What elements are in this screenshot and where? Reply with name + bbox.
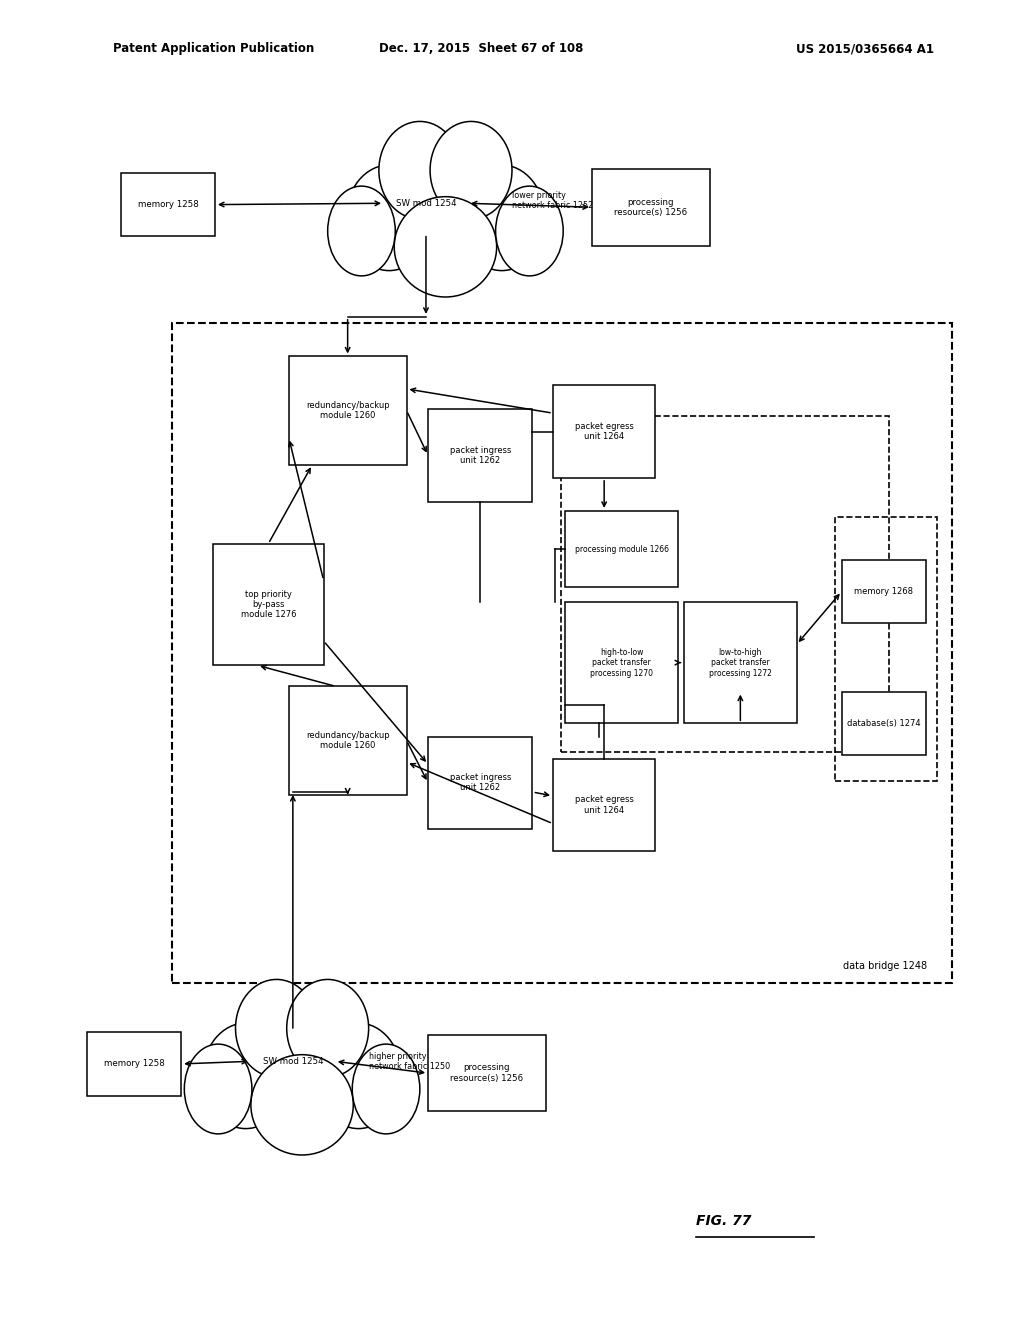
Bar [553, 759, 655, 851]
Ellipse shape [203, 1023, 289, 1129]
Bar [565, 602, 678, 723]
Bar [213, 544, 324, 665]
Ellipse shape [315, 1023, 401, 1129]
Ellipse shape [374, 132, 517, 277]
Text: packet egress
unit 1264: packet egress unit 1264 [574, 796, 634, 814]
Ellipse shape [379, 121, 461, 219]
Ellipse shape [287, 979, 369, 1077]
Text: low-to-high
packet transfer
processing 1272: low-to-high packet transfer processing 1… [709, 648, 772, 677]
Ellipse shape [236, 979, 317, 1077]
Text: memory 1258: memory 1258 [137, 201, 199, 209]
Text: higher priority
network fabric 1250: higher priority network fabric 1250 [369, 1052, 450, 1071]
Bar [592, 169, 710, 246]
Ellipse shape [346, 165, 432, 271]
Ellipse shape [459, 165, 545, 271]
Text: database(s) 1274: database(s) 1274 [847, 719, 921, 727]
Text: packet ingress
unit 1262: packet ingress unit 1262 [450, 774, 511, 792]
Text: FIG. 77: FIG. 77 [696, 1214, 752, 1228]
Ellipse shape [328, 186, 395, 276]
Bar [121, 173, 215, 236]
Ellipse shape [394, 197, 497, 297]
Text: Dec. 17, 2015  Sheet 67 of 108: Dec. 17, 2015 Sheet 67 of 108 [379, 42, 584, 55]
Ellipse shape [184, 1044, 252, 1134]
Text: processing
resource(s) 1256: processing resource(s) 1256 [614, 198, 687, 216]
Ellipse shape [352, 1044, 420, 1134]
Text: processing module 1266: processing module 1266 [574, 545, 669, 553]
Text: high-to-low
packet transfer
processing 1270: high-to-low packet transfer processing 1… [590, 648, 653, 677]
Bar [684, 602, 797, 723]
Text: US 2015/0365664 A1: US 2015/0365664 A1 [797, 42, 934, 55]
Text: memory 1258: memory 1258 [103, 1060, 165, 1068]
Bar [553, 385, 655, 478]
Text: Patent Application Publication: Patent Application Publication [113, 42, 314, 55]
Text: redundancy/backup
module 1260: redundancy/backup module 1260 [306, 401, 389, 420]
Ellipse shape [251, 1055, 353, 1155]
Text: SW mod 1254: SW mod 1254 [395, 199, 457, 207]
Bar [428, 1035, 546, 1111]
Bar [172, 323, 952, 983]
Bar [561, 416, 889, 752]
Text: redundancy/backup
module 1260: redundancy/backup module 1260 [306, 731, 389, 750]
Text: data bridge 1248: data bridge 1248 [843, 961, 927, 972]
Ellipse shape [230, 990, 374, 1135]
Ellipse shape [496, 186, 563, 276]
Text: processing
resource(s) 1256: processing resource(s) 1256 [451, 1064, 523, 1082]
Bar [842, 692, 926, 755]
Bar [428, 737, 532, 829]
Bar [428, 409, 532, 502]
Text: top priority
by-pass
module 1276: top priority by-pass module 1276 [241, 590, 296, 619]
Bar [289, 356, 407, 465]
Bar [87, 1032, 181, 1096]
Ellipse shape [430, 121, 512, 219]
Text: packet ingress
unit 1262: packet ingress unit 1262 [450, 446, 511, 465]
Text: packet egress
unit 1264: packet egress unit 1264 [574, 422, 634, 441]
Bar [565, 511, 678, 587]
Bar [384, 173, 468, 234]
Text: memory 1268: memory 1268 [854, 587, 913, 595]
Text: lower priority
network fabric 1252: lower priority network fabric 1252 [512, 191, 593, 210]
Text: SW mod 1254: SW mod 1254 [262, 1057, 324, 1065]
Bar [842, 560, 926, 623]
Bar [289, 686, 407, 795]
Bar [835, 517, 937, 781]
Bar [251, 1031, 335, 1092]
